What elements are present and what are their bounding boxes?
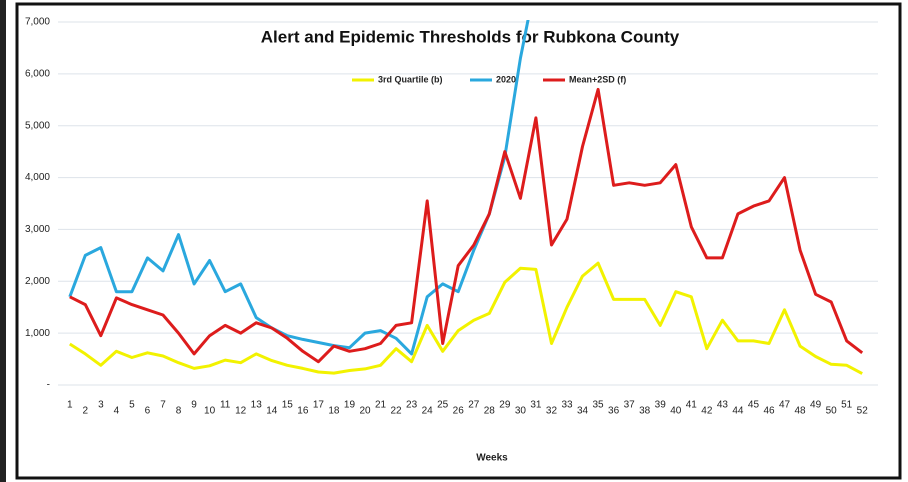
x-tick-label: 39 [655, 400, 667, 411]
y-tick-label: 4,000 [25, 172, 50, 183]
y-tick-label: 3,000 [25, 224, 50, 235]
x-tick-label: 41 [686, 400, 698, 411]
x-tick-label: 37 [624, 400, 636, 411]
series-line [69, 87, 864, 364]
y-tick-label: - [47, 380, 50, 391]
left-edge [0, 0, 6, 482]
x-tick-label: 31 [530, 400, 542, 411]
x-tick-label: 38 [639, 406, 651, 417]
y-tick-label: 2,000 [25, 276, 50, 287]
x-axis-label: Weeks [476, 453, 508, 464]
chart-frame [15, 2, 902, 480]
x-tick-label: 6 [145, 406, 151, 417]
x-tick-label: 30 [515, 406, 527, 417]
x-tick-label: 10 [204, 406, 216, 417]
x-tick-label: 13 [251, 400, 263, 411]
x-tick-label: 19 [344, 400, 356, 411]
x-tick-label: 18 [328, 406, 340, 417]
chart-title: Alert and Epidemic Thresholds for Rubkon… [261, 27, 680, 46]
x-tick-label: 2 [83, 406, 89, 417]
x-tick-label: 27 [468, 400, 480, 411]
x-tick-label: 15 [282, 400, 294, 411]
x-tick-label: 21 [375, 400, 387, 411]
legend-label: 2020 [496, 74, 516, 84]
x-tick-label: 52 [857, 406, 869, 417]
x-tick-label: 7 [160, 400, 166, 411]
x-tick-label: 20 [359, 406, 371, 417]
x-tick-label: 3 [98, 400, 104, 411]
x-tick-label: 50 [826, 406, 838, 417]
x-tick-label: 47 [779, 400, 791, 411]
y-tick-label: 5,000 [25, 120, 50, 131]
x-tick-label: 29 [499, 400, 511, 411]
x-tick-label: 23 [406, 400, 418, 411]
plot-area [68, 20, 864, 375]
x-tick-label: 33 [561, 400, 573, 411]
x-tick-label: 25 [437, 400, 449, 411]
x-tick-label: 48 [795, 406, 807, 417]
x-tick-label: 46 [763, 406, 775, 417]
x-tick-label: 34 [577, 406, 589, 417]
x-tick-label: 26 [453, 406, 465, 417]
legend-label: 3rd Quartile (b) [378, 74, 443, 84]
x-tick-label: 17 [313, 400, 325, 411]
x-tick-label: 24 [422, 406, 434, 417]
x-tick-label: 44 [732, 406, 744, 417]
series-line [68, 20, 530, 356]
y-tick-label: 6,000 [25, 68, 50, 79]
x-tick-label: 40 [670, 406, 682, 417]
x-tick-label: 11 [220, 400, 231, 411]
x-tick-label: 8 [176, 406, 182, 417]
legend-label: Mean+2SD (f) [569, 74, 626, 84]
x-tick-label: 4 [114, 406, 120, 417]
x-tick-label: 51 [841, 400, 853, 411]
x-tick-label: 43 [717, 400, 729, 411]
x-tick-label: 42 [701, 406, 713, 417]
x-tick-label: 16 [297, 406, 309, 417]
x-tick-label: 1 [67, 400, 73, 411]
x-tick-label: 45 [748, 400, 760, 411]
y-tick-label: 7,000 [25, 17, 50, 28]
x-tick-label: 36 [608, 406, 620, 417]
x-tick-label: 22 [391, 406, 403, 417]
x-tick-label: 14 [266, 406, 278, 417]
series-line [68, 261, 863, 375]
x-tick-label: 35 [593, 400, 605, 411]
y-tick-label: 1,000 [25, 328, 50, 339]
x-tick-label: 28 [484, 406, 496, 417]
x-tick-label: 49 [810, 400, 822, 411]
x-tick-label: 32 [546, 406, 558, 417]
x-tick-label: 5 [129, 400, 135, 411]
x-tick-label: 12 [235, 406, 247, 417]
x-tick-label: 9 [191, 400, 197, 411]
